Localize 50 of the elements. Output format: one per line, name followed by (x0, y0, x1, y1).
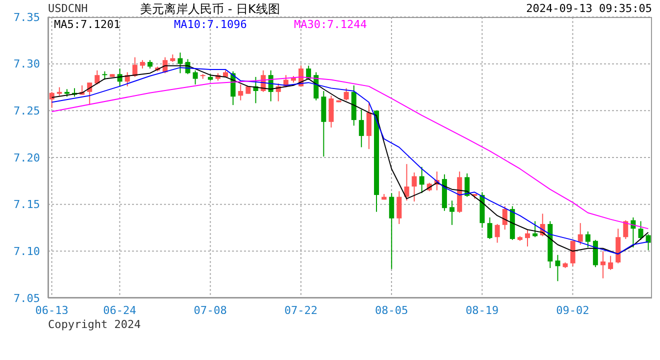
candlestick (358, 109, 364, 148)
candlestick (525, 229, 530, 247)
candlestick (585, 230, 590, 248)
candlestick (344, 88, 349, 101)
x-tick-label: 07-08 (194, 304, 227, 317)
candlestick (94, 70, 100, 85)
candlestick (555, 254, 560, 282)
text: MA5:7.1201 (54, 18, 120, 31)
y-tick-label: 7.15 (14, 198, 40, 212)
candlestick (638, 220, 644, 240)
x-tick-label: 09-02 (556, 304, 590, 317)
x-tick-label: 08-05 (374, 304, 408, 317)
candlestick (623, 220, 628, 240)
x-tick-label: 06-24 (103, 304, 137, 317)
y-tick-label: 7.35 (14, 10, 40, 24)
y-tick-label: 7.20 (14, 151, 40, 164)
chart-title: 美元离岸人民币 - 日K线图 (140, 1, 280, 18)
candlestick (178, 52, 183, 74)
candlestick (502, 206, 508, 230)
candlestick (192, 70, 198, 85)
candlestick (487, 216, 492, 240)
candlestick (608, 255, 614, 270)
text: MA10:7.1096 (174, 18, 247, 31)
y-tick-label: 7.30 (14, 58, 40, 71)
candlestick (366, 102, 372, 150)
candlestick (328, 95, 334, 128)
candlestick (464, 172, 470, 198)
candlestick (306, 65, 312, 80)
chart-subtitle: 2024-09-13 09:35:05 (526, 2, 652, 15)
candlestick (494, 224, 500, 244)
candlestick (600, 250, 606, 279)
x-tick-label: 08-19 (466, 304, 499, 317)
candlestick (419, 166, 424, 194)
y-tick-label: 7.05 (14, 292, 40, 305)
text: Copyright 2024 (48, 318, 141, 331)
candlestick (578, 222, 583, 246)
x-tick-label: 06-13 (35, 304, 68, 317)
y-axis-title: USDCNH (48, 2, 88, 15)
candlestick (404, 164, 410, 202)
candlestick (389, 192, 394, 270)
candlestick (396, 190, 402, 225)
candlestick (49, 91, 54, 108)
candlestick (238, 84, 244, 101)
y-tick-label: 7.10 (14, 245, 40, 258)
x-tick-label: 07-22 (284, 304, 318, 317)
y-tick-label: 7.25 (14, 104, 40, 118)
text: MA30:7.1244 (294, 18, 367, 31)
candlestick (646, 234, 651, 251)
candlestick (412, 172, 417, 202)
candlestick (450, 200, 455, 226)
